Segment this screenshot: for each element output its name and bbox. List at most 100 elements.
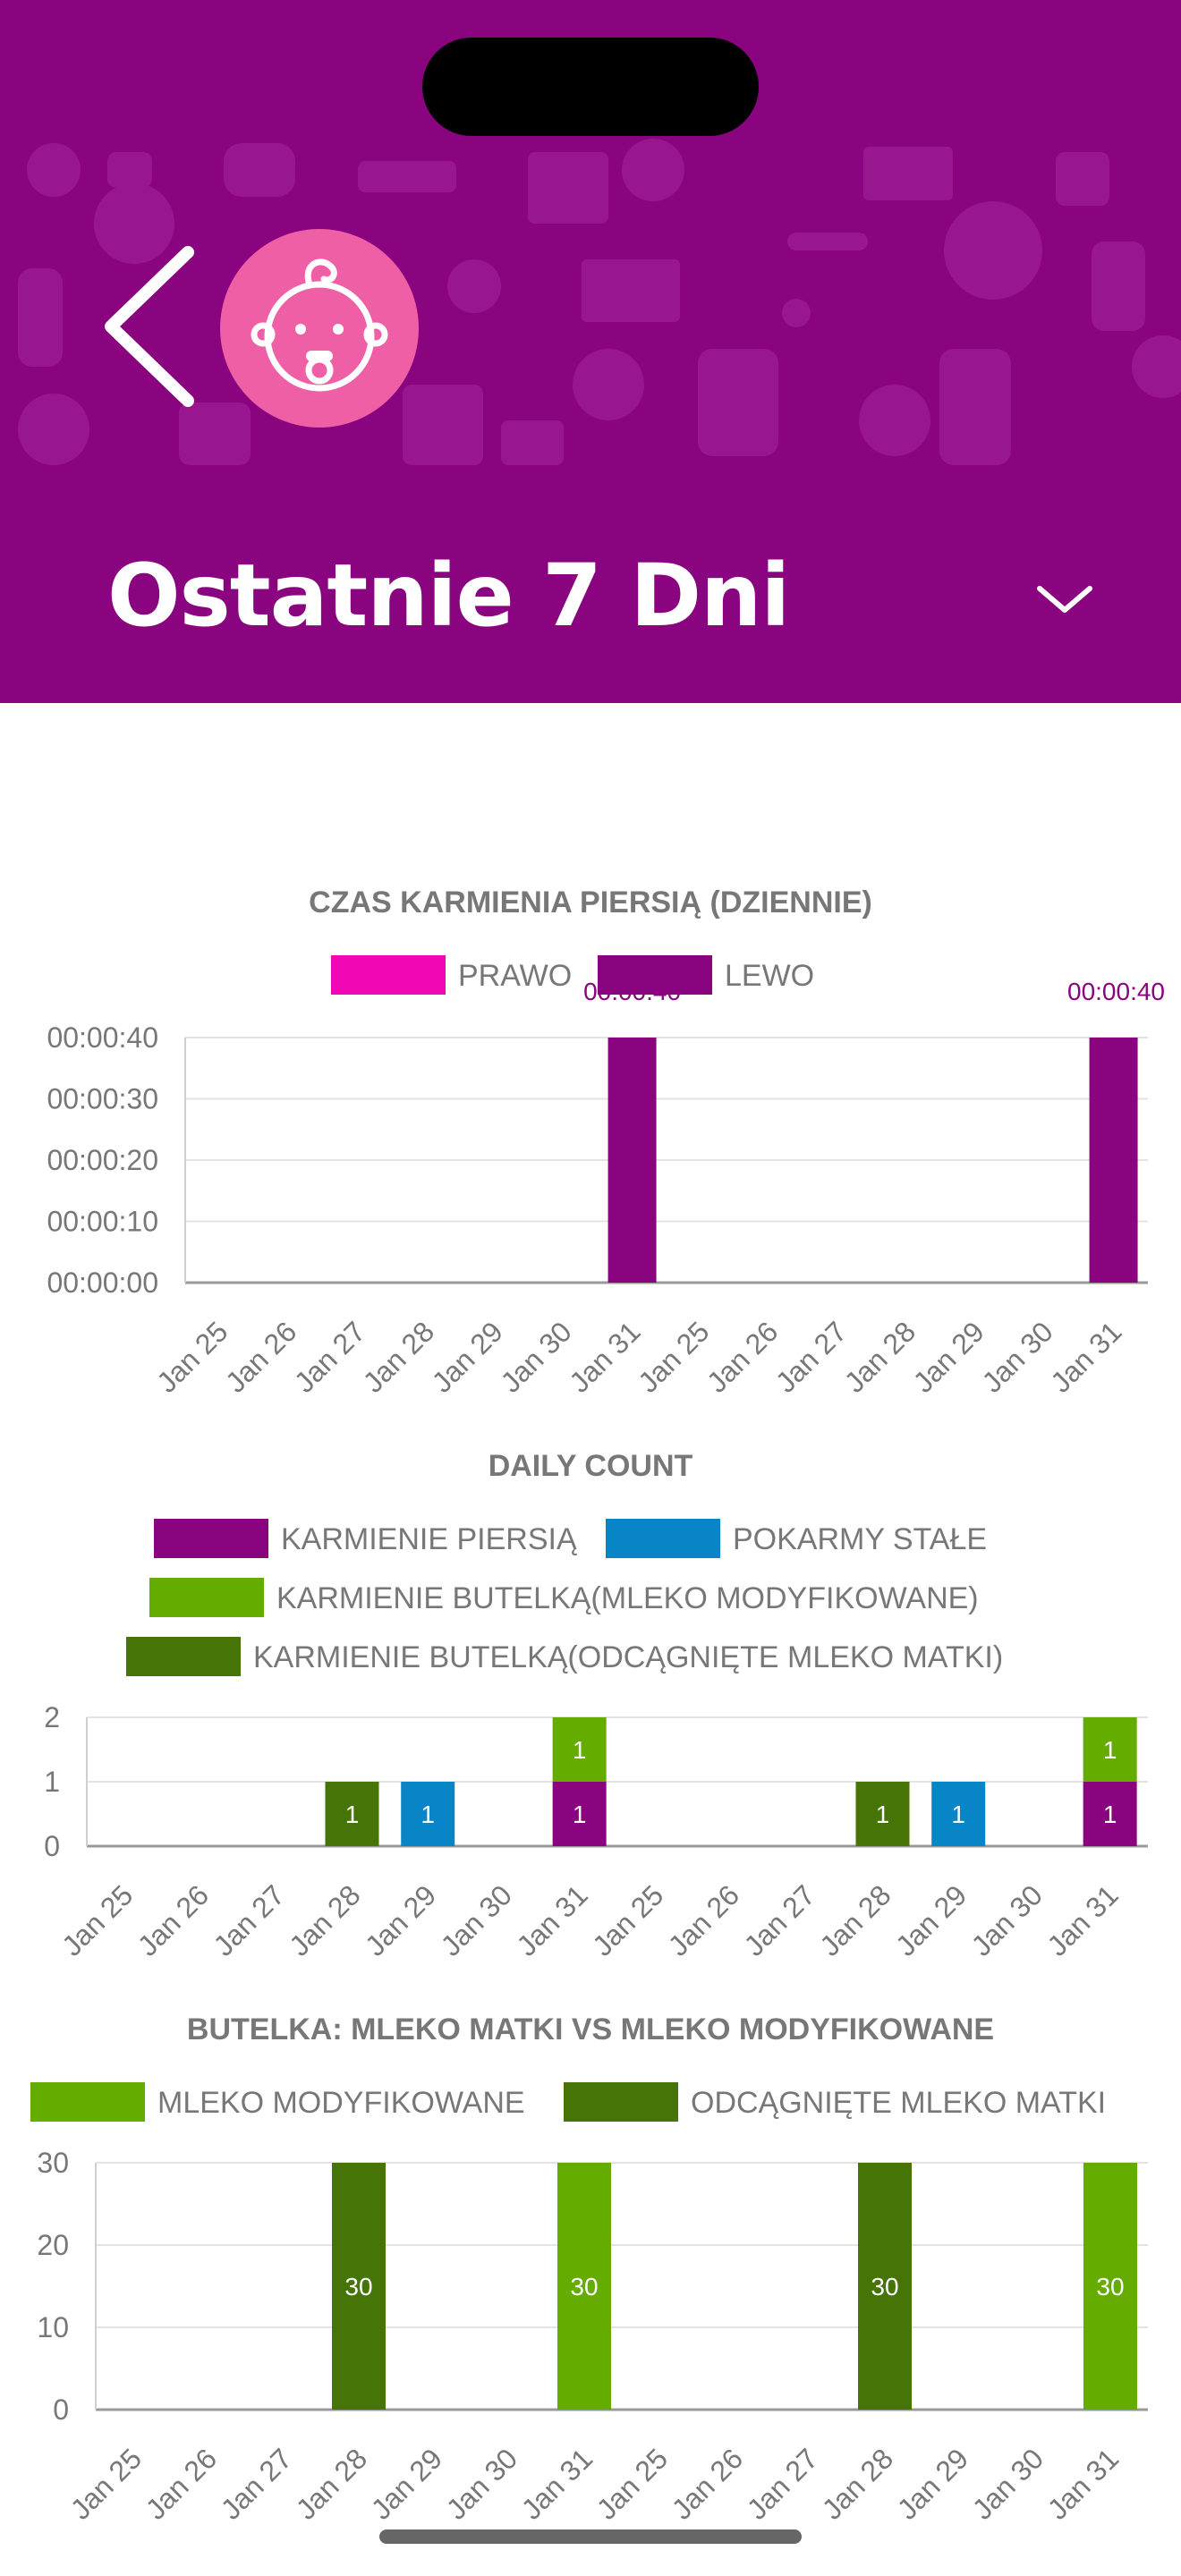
x-tick-label: Jan 29 bbox=[359, 1878, 442, 1962]
y-tick-label: 00:00:30 bbox=[47, 1083, 158, 1115]
x-tick-label: Jan 25 bbox=[55, 1878, 139, 1962]
x-tick-label: Jan 30 bbox=[494, 1315, 577, 1398]
y-tick-label: 2 bbox=[44, 1701, 60, 1733]
bar-value-label: 1 bbox=[876, 1801, 890, 1828]
chart-breastfeeding-time: PRAWO LEWO 00:00:00 00:00:10 00:00:20 00:00:3… bbox=[47, 955, 1165, 1399]
x-tick-label: Jan 27 bbox=[208, 1878, 291, 1962]
chevron-down-icon[interactable] bbox=[1029, 572, 1100, 626]
x-tick-label: Jan 30 bbox=[435, 1878, 518, 1962]
y-tick-label: 10 bbox=[37, 2311, 69, 2343]
x-tick-label: Jan 30 bbox=[440, 2442, 523, 2525]
legend-label: KARMIENIE PIERSIĄ bbox=[281, 1522, 577, 1556]
legend-label: PRAWO bbox=[458, 959, 572, 993]
legend-label: KARMIENIE BUTELKĄ(ODCĄGNIĘTE MLEKO MATKI… bbox=[253, 1640, 1003, 1674]
x-tick-label: Jan 28 bbox=[357, 1315, 440, 1398]
y-tick-label: 00:00:40 bbox=[47, 1021, 158, 1054]
legend-swatch bbox=[331, 955, 446, 995]
bar bbox=[325, 1782, 379, 1846]
legend-swatch bbox=[126, 1637, 241, 1676]
x-tick-label: Jan 26 bbox=[132, 1878, 215, 1962]
x-tick-label: Jan 31 bbox=[1044, 1315, 1127, 1398]
bar bbox=[557, 2163, 611, 2410]
legend-swatch bbox=[606, 1519, 720, 1558]
page-title: Ostatnie 7 Dni bbox=[107, 546, 790, 646]
x-tick-label: Jan 27 bbox=[288, 1315, 371, 1398]
legend-label: LEWO bbox=[725, 959, 814, 993]
x-tick-label: Jan 29 bbox=[891, 2442, 974, 2525]
legend-label: MLEKO MODYFIKOWANE bbox=[157, 2086, 525, 2120]
bar bbox=[552, 1782, 607, 1846]
bar-value-label: 30 bbox=[570, 2273, 598, 2301]
legend-swatch bbox=[30, 2082, 145, 2122]
bar-value-label: 00:00:40 bbox=[1067, 978, 1165, 1005]
bar-value-label: 1 bbox=[421, 1801, 435, 1828]
bar bbox=[1089, 1038, 1138, 1283]
x-tick-label: Jan 27 bbox=[738, 1878, 821, 1962]
chart-title-bottle-milk: BUTELKA: MLEKO MATKI VS MLEKO MODYFIKOWA… bbox=[186, 2012, 995, 2046]
x-tick-label: Jan 27 bbox=[741, 2442, 824, 2525]
bar bbox=[1083, 1782, 1137, 1846]
baby-avatar[interactable] bbox=[220, 229, 419, 428]
x-tick-label: Jan 28 bbox=[838, 1315, 922, 1398]
x-tick-label: Jan 28 bbox=[813, 1878, 896, 1962]
x-tick-label: Jan 31 bbox=[563, 1315, 646, 1398]
x-tick-label: Jan 27 bbox=[215, 2442, 298, 2525]
bar-value-label: 1 bbox=[345, 1801, 360, 1828]
x-tick-label: Jan 29 bbox=[907, 1315, 990, 1398]
baby-face-icon bbox=[251, 258, 388, 392]
legend-label: KARMIENIE BUTELKĄ(MLEKO MODYFIKOWANE) bbox=[276, 1581, 979, 1615]
x-tick-label: Jan 31 bbox=[510, 1878, 593, 1962]
bar bbox=[552, 1717, 607, 1782]
bar-value-label: 1 bbox=[573, 1801, 587, 1828]
legend-swatch bbox=[154, 1519, 268, 1558]
bar bbox=[1083, 2163, 1137, 2410]
bar bbox=[858, 2163, 912, 2410]
x-tick-label: Jan 30 bbox=[966, 2442, 1049, 2525]
x-tick-label: Jan 30 bbox=[975, 1315, 1058, 1398]
x-tick-label: Jan 25 bbox=[590, 2442, 674, 2525]
x-tick-label: Jan 26 bbox=[701, 1315, 784, 1398]
x-tick-label: Jan 29 bbox=[889, 1878, 973, 1962]
x-tick-label: Jan 26 bbox=[666, 2442, 749, 2525]
x-tick-label: Jan 26 bbox=[219, 1315, 302, 1398]
chart-bottle-milk: MLEKO MODYFIKOWANE ODCĄGNIĘTE MLEKO MATKI… bbox=[30, 2082, 1148, 2526]
bar bbox=[931, 1782, 986, 1846]
x-tick-label: Jan 31 bbox=[1041, 2442, 1125, 2525]
bar-value-label: 1 bbox=[1103, 1801, 1117, 1828]
y-tick-label: 1 bbox=[44, 1766, 60, 1798]
y-tick-label: 00:00:20 bbox=[47, 1144, 158, 1176]
bar bbox=[855, 1782, 910, 1846]
chevron-left-icon[interactable] bbox=[98, 242, 206, 411]
bar-value-label: 30 bbox=[871, 2273, 898, 2301]
chart-title-daily-count: DAILY COUNT bbox=[488, 1449, 693, 1483]
x-tick-label: Jan 30 bbox=[965, 1878, 1049, 1962]
bar bbox=[401, 1782, 455, 1846]
chart-daily-count: KARMIENIE PIERSIĄ POKARMY STAŁE KARMIENIE … bbox=[44, 1519, 1148, 1962]
bar-value-label: 1 bbox=[1103, 1736, 1117, 1764]
home-indicator bbox=[379, 2529, 802, 2544]
legend-swatch bbox=[598, 955, 712, 995]
x-tick-label: Jan 28 bbox=[816, 2442, 899, 2525]
x-tick-label: Jan 31 bbox=[515, 2442, 599, 2525]
bar bbox=[607, 1038, 657, 1283]
y-tick-label: 0 bbox=[44, 1830, 60, 1862]
header: Ostatnie 7 Dni bbox=[0, 0, 1181, 703]
x-tick-label: Jan 25 bbox=[586, 1878, 669, 1962]
x-tick-label: Jan 29 bbox=[365, 2442, 448, 2525]
x-tick-label: Jan 27 bbox=[769, 1315, 853, 1398]
x-tick-label: Jan 25 bbox=[64, 2442, 148, 2525]
bar-value-label: 1 bbox=[573, 1736, 587, 1764]
x-tick-label: Jan 26 bbox=[140, 2442, 223, 2525]
y-tick-label: 30 bbox=[37, 2147, 69, 2179]
legend-swatch bbox=[564, 2082, 678, 2122]
bar-value-label: 30 bbox=[344, 2273, 372, 2301]
y-tick-label: 00:00:10 bbox=[47, 1206, 158, 1238]
y-tick-label: 00:00:00 bbox=[47, 1267, 158, 1299]
legend-label: POKARMY STAŁE bbox=[733, 1522, 987, 1556]
bar bbox=[332, 2163, 386, 2410]
chart-title-breastfeeding-time: CZAS KARMIENIA PIERSIĄ (DZIENNIE) bbox=[309, 886, 872, 919]
x-tick-label: Jan 26 bbox=[662, 1878, 745, 1962]
x-tick-label: Jan 25 bbox=[150, 1315, 234, 1398]
x-tick-label: Jan 31 bbox=[1041, 1878, 1124, 1962]
legend-swatch bbox=[149, 1578, 264, 1617]
